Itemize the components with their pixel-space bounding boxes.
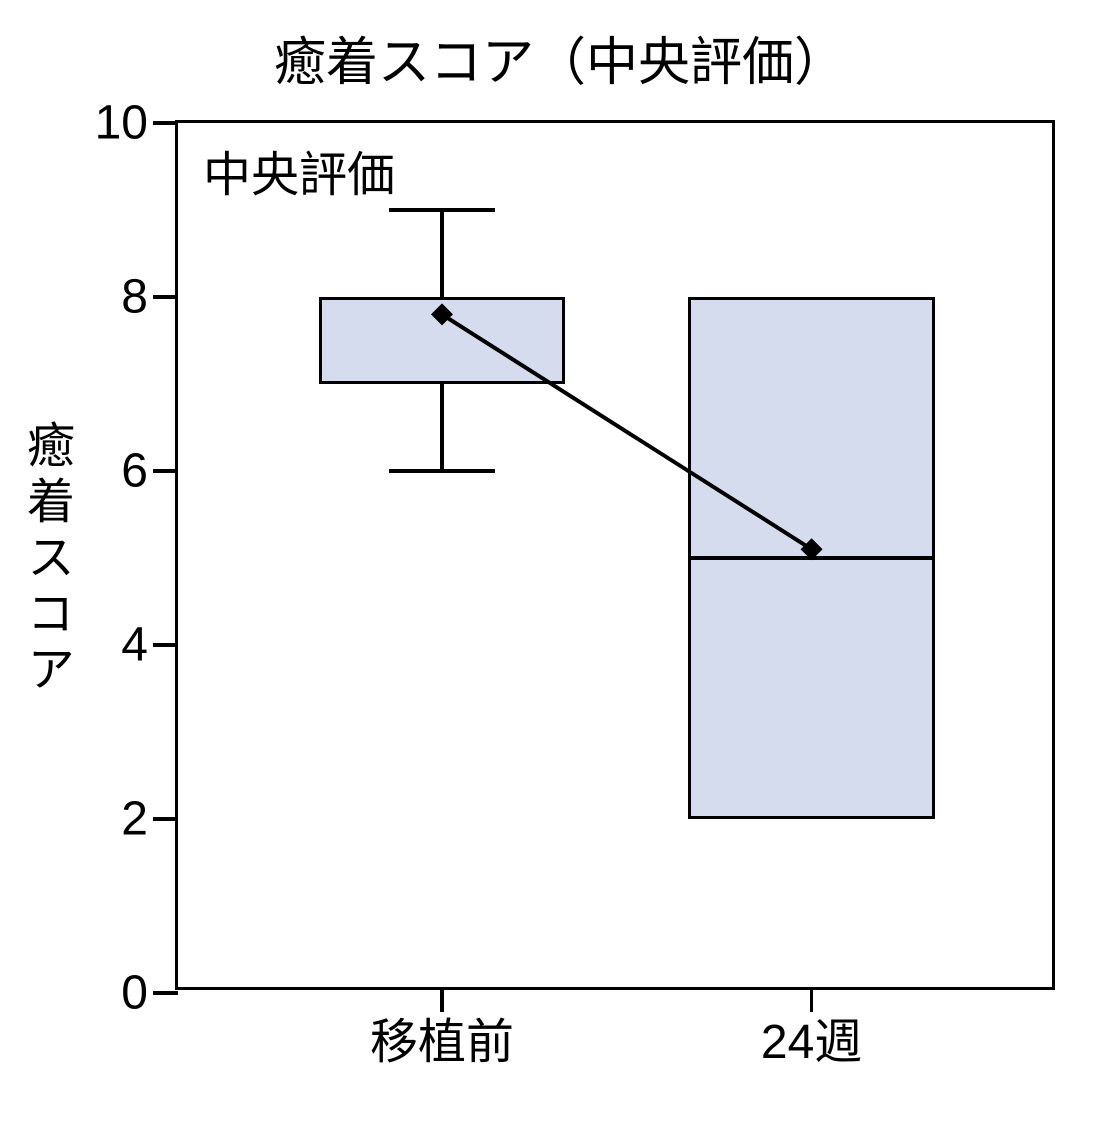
y-tick [153,121,178,125]
plot-area: 中央評価 0246810移植前24週 [175,120,1055,990]
y-tick [153,991,178,995]
inner-plot-label: 中央評価 [203,135,395,205]
whisker-cap [389,469,495,473]
whisker-cap [389,208,495,212]
y-tick [153,643,178,647]
y-tick-label: 2 [88,792,148,847]
chart-container: 癒着スコア（中央評価） 癒着スコア 中央評価 0246810移植前24週 [0,0,1120,1127]
boxplot-box [319,297,565,384]
x-tick-label: 24週 [761,1002,862,1072]
y-tick-label: 4 [88,618,148,673]
x-tick-label: 移植前 [370,1002,514,1072]
y-axis-label: 癒着スコア [10,420,80,700]
chart-title: 癒着スコア（中央評価） [0,20,1120,95]
y-tick-label: 8 [88,270,148,325]
y-tick-label: 10 [88,96,148,151]
whisker-line [440,384,444,471]
whisker-line [440,210,444,297]
y-tick-label: 6 [88,444,148,499]
y-tick [153,817,178,821]
y-tick [153,469,178,473]
y-tick-label: 0 [88,966,148,1021]
y-tick [153,295,178,299]
median-line [688,556,934,560]
